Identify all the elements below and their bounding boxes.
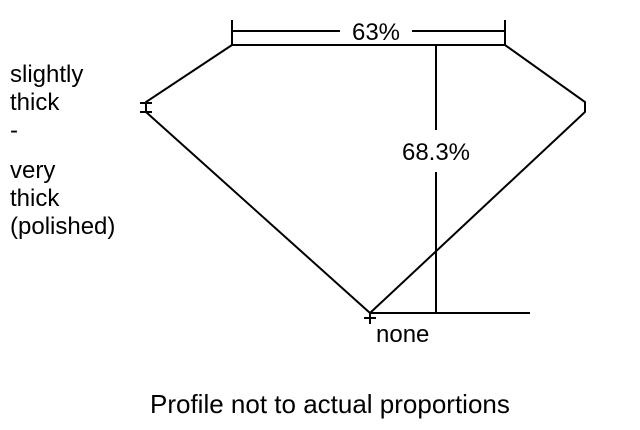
- girdle-label-line: thick: [10, 89, 60, 116]
- culet-label: none: [376, 321, 429, 348]
- gem-outline: [145, 44, 586, 315]
- girdle-label-line: slightly: [10, 61, 83, 88]
- caption: Profile not to actual proportions: [150, 389, 510, 419]
- girdle-label-line: (polished): [10, 213, 115, 240]
- girdle-label-line: thick: [10, 185, 60, 212]
- girdle-label-line: very: [10, 157, 55, 184]
- girdle-label-line: -: [10, 117, 18, 144]
- table-percent-label: 63%: [352, 19, 400, 46]
- depth-percent-label: 68.3%: [402, 139, 470, 166]
